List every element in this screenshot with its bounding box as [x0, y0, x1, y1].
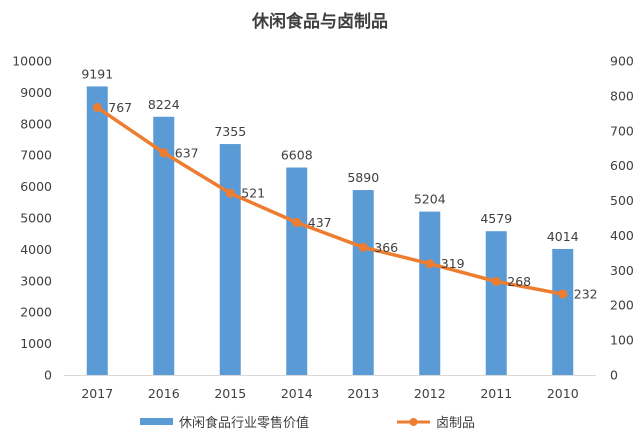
line-point — [292, 218, 302, 228]
axes-group: 0100020003000400050006000700080009000100… — [12, 54, 634, 402]
bar-data-label: 5890 — [347, 170, 379, 185]
y-left-tick-label: 4000 — [20, 242, 52, 257]
x-tick-label: 2012 — [414, 386, 446, 401]
line-point — [225, 188, 235, 198]
line-point — [159, 148, 169, 158]
y-right-tick-label: 600 — [610, 158, 634, 173]
bar — [286, 167, 308, 375]
bar-data-label: 6608 — [281, 148, 313, 163]
x-tick-label: 2010 — [547, 386, 579, 401]
x-tick-label: 2016 — [148, 386, 180, 401]
line-data-label: 232 — [574, 287, 598, 302]
y-right-tick-label: 400 — [610, 228, 634, 243]
line-point — [558, 289, 568, 299]
y-right-tick-label: 800 — [610, 88, 634, 103]
y-right-tick-label: 200 — [610, 298, 634, 313]
line-data-label: 637 — [175, 145, 199, 160]
x-tick-label: 2013 — [347, 386, 379, 401]
y-left-tick-label: 1000 — [20, 336, 52, 351]
bar — [86, 86, 108, 376]
y-left-tick-label: 9000 — [20, 85, 52, 100]
bar-data-label: 4579 — [480, 211, 512, 226]
line-series — [92, 102, 568, 299]
line-data-label: 767 — [108, 100, 132, 115]
bar — [552, 248, 574, 375]
bar-data-labels: 9191 8224 7355 6608 5890 5204 4579 4014 — [81, 66, 578, 244]
legend-swatch-marker — [409, 418, 418, 426]
x-tick-label: 2011 — [480, 386, 512, 401]
y-left-tick-label: 8000 — [20, 116, 52, 131]
line-point — [491, 276, 501, 286]
y-left-tick-label: 7000 — [20, 148, 52, 163]
y-left-tick-label: 6000 — [20, 179, 52, 194]
y-right-tick-label: 100 — [610, 333, 634, 348]
x-tick-label: 2014 — [281, 386, 313, 401]
bar-data-label: 7355 — [214, 124, 246, 139]
line-data-label: 521 — [241, 186, 265, 201]
y-right-tick-label: 900 — [610, 54, 634, 69]
bar — [419, 211, 441, 375]
line-data-labels: 767 637 521 437 366 319 268 232 — [108, 100, 597, 302]
line-path — [95, 105, 565, 296]
y-right-tick-label: 300 — [610, 263, 634, 278]
legend-swatch-bar — [140, 418, 173, 425]
y-right-tick-label: 700 — [610, 123, 634, 138]
y-left-tick-label: 0 — [44, 368, 52, 383]
y-left-tick-label: 3000 — [20, 273, 52, 288]
y-left-tick-label: 5000 — [20, 211, 52, 226]
bar-series — [86, 86, 574, 376]
y-left-tick-label: 2000 — [20, 305, 52, 320]
chart-title: 休闲食品与卤制品 — [251, 11, 388, 32]
legend-label-line: 卤制品 — [436, 415, 475, 431]
line-data-label: 366 — [374, 240, 398, 255]
line-point — [425, 259, 435, 269]
x-tick-label: 2017 — [81, 386, 113, 401]
legend: 休闲食品行业零售价值 卤制品 — [140, 415, 475, 431]
bar — [485, 231, 507, 375]
bar-data-label: 8224 — [148, 97, 180, 112]
y-right-tick-label: 500 — [610, 193, 634, 208]
bar — [153, 116, 175, 375]
y-right-tick-label: 0 — [610, 368, 618, 383]
line-point — [358, 242, 368, 252]
bar — [219, 144, 241, 375]
x-tick-label: 2015 — [214, 386, 246, 401]
bar-data-label: 5204 — [414, 192, 446, 207]
line-point — [92, 102, 102, 112]
bar-data-label: 4014 — [547, 229, 579, 244]
legend-label-bar: 休闲食品行业零售价值 — [179, 415, 309, 431]
bar-data-label: 9191 — [81, 66, 113, 81]
line-data-label: 437 — [308, 215, 332, 230]
bar — [352, 190, 374, 375]
line-data-label: 268 — [507, 274, 531, 289]
line-data-label: 319 — [441, 256, 465, 271]
y-left-tick-label: 10000 — [12, 54, 52, 69]
